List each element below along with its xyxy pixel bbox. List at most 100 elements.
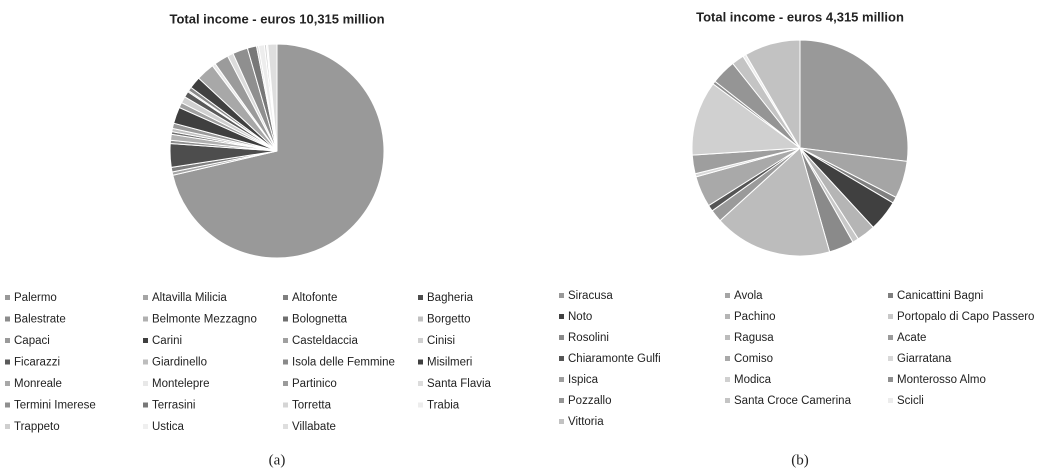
- legend-label: Acate: [897, 332, 926, 344]
- legend-swatch: [888, 377, 893, 382]
- legend-swatch: [283, 295, 288, 300]
- legend-label: Ficarazzi: [14, 357, 60, 369]
- pie-slice: [267, 43, 278, 152]
- legend-swatch: [283, 402, 288, 408]
- legend-label: Bagheria: [427, 292, 474, 304]
- legend-label: Rosolini: [568, 332, 609, 344]
- legend-label: Portopalo di Capo Passero: [897, 311, 1034, 323]
- legend-label: Misilmeri: [427, 357, 472, 369]
- legend-label: Noto: [568, 311, 592, 323]
- legend-swatch: [418, 295, 423, 300]
- legend-swatch: [418, 381, 423, 386]
- legend-label: Canicattini Bagni: [897, 290, 983, 302]
- legend-label: Torretta: [292, 400, 332, 412]
- legend-swatch: [143, 402, 148, 408]
- pie-slice: [691, 83, 802, 156]
- legend-swatch: [418, 316, 423, 322]
- legend-swatch: [888, 398, 893, 403]
- legend-swatch: [559, 293, 564, 298]
- legend-label: Siracusa: [568, 290, 613, 302]
- legend-swatch: [559, 398, 564, 403]
- legend-label: Santa Flavia: [427, 378, 492, 390]
- legend-label: Avola: [734, 290, 763, 302]
- legend-swatch: [559, 377, 564, 382]
- legend-swatch: [283, 316, 288, 322]
- legend-label: Pachino: [734, 311, 776, 323]
- legend-swatch: [143, 359, 148, 365]
- legend-swatch: [143, 338, 148, 343]
- legend-swatch: [5, 295, 10, 300]
- legend-swatch: [559, 314, 564, 319]
- legend-swatch: [283, 381, 288, 386]
- legend-swatch: [888, 293, 893, 298]
- legend-label: Ispica: [568, 374, 599, 386]
- legend-swatch: [5, 359, 10, 365]
- pie-slice: [799, 39, 909, 162]
- legend-swatch: [5, 424, 10, 429]
- legend-swatch: [143, 316, 148, 322]
- legend-swatch: [725, 293, 730, 298]
- legend-swatch: [725, 398, 730, 403]
- legend-label: Giarratana: [897, 353, 952, 365]
- legend-swatch: [888, 335, 893, 340]
- legend-label: Altofonte: [292, 292, 337, 304]
- chart-title: Total income - euros 4,315 million: [696, 9, 904, 24]
- legend-label: Modica: [734, 374, 772, 386]
- legend-label: Santa Croce Camerina: [734, 395, 852, 407]
- legend-label: Vittoria: [568, 416, 604, 428]
- legend-swatch: [283, 424, 288, 429]
- legend-swatch: [283, 359, 288, 365]
- legend-swatch: [283, 338, 288, 343]
- legend-label: Palermo: [14, 292, 57, 304]
- legend-swatch: [888, 356, 893, 361]
- legend-swatch: [143, 424, 148, 429]
- legend-swatch: [725, 356, 730, 361]
- legend-swatch: [418, 359, 423, 365]
- legend-label: Scicli: [897, 395, 924, 407]
- legend-label: Cinisi: [427, 335, 455, 347]
- legend-label: Trabia: [427, 400, 460, 412]
- pie-slice: [745, 39, 801, 150]
- legend-label: Chiaramonte Gulfi: [568, 353, 661, 365]
- legend-swatch: [725, 314, 730, 319]
- legend-label: Isola delle Femmine: [292, 357, 395, 369]
- legend-label: Terrasini: [152, 400, 195, 412]
- legend-swatch: [5, 402, 10, 408]
- caption: (b): [791, 452, 809, 468]
- legend-label: Capaci: [14, 335, 50, 347]
- legend-label: Termini Imerese: [14, 400, 96, 412]
- legend-label: Villabate: [292, 421, 336, 433]
- legend-swatch: [143, 295, 148, 300]
- legend-label: Altavilla Milicia: [152, 292, 227, 304]
- legend-label: Giardinello: [152, 357, 207, 369]
- legend-label: Monterosso Almo: [897, 374, 986, 386]
- legend-swatch: [559, 356, 564, 361]
- legend-label: Partinico: [292, 378, 337, 390]
- legend-label: Trappeto: [14, 421, 60, 433]
- legend-swatch: [143, 381, 148, 386]
- legend-swatch: [725, 377, 730, 382]
- legend-label: Pozzallo: [568, 395, 611, 407]
- legend-swatch: [5, 316, 10, 322]
- legend-label: Monreale: [14, 378, 62, 390]
- legend-swatch: [5, 338, 10, 343]
- legend-label: Ustica: [152, 421, 185, 433]
- pie-slice: [719, 147, 831, 257]
- legend-swatch: [888, 314, 893, 319]
- legend-swatch: [5, 381, 10, 386]
- legend-label: Casteldaccia: [292, 335, 358, 347]
- legend-swatch: [418, 338, 423, 343]
- legend-label: Bolognetta: [292, 314, 348, 326]
- pie-slice: [172, 43, 385, 259]
- legend-swatch: [559, 419, 564, 424]
- legend-label: Ragusa: [734, 332, 774, 344]
- legend-label: Montelepre: [152, 378, 210, 390]
- chart-title: Total income - euros 10,315 million: [169, 11, 384, 26]
- legend-swatch: [725, 335, 730, 340]
- legend-swatch: [418, 402, 423, 408]
- legend-label: Borgetto: [427, 314, 470, 326]
- caption: (a): [269, 452, 286, 468]
- legend-label: Comiso: [734, 353, 773, 365]
